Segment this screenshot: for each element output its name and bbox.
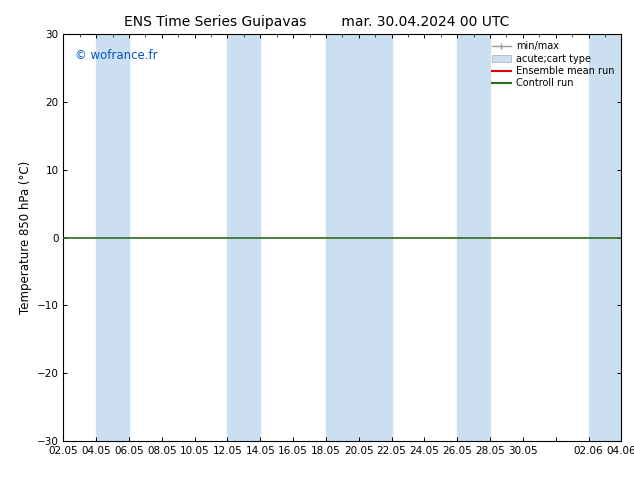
Text: ENS Time Series Guipavas        mar. 30.04.2024 00 UTC: ENS Time Series Guipavas mar. 30.04.2024…	[124, 15, 510, 29]
Bar	[228, 34, 261, 441]
Bar	[588, 34, 621, 441]
Bar	[326, 34, 392, 441]
Y-axis label: Temperature 850 hPa (°C): Temperature 850 hPa (°C)	[20, 161, 32, 314]
Bar	[96, 34, 129, 441]
Legend: min/max, acute;cart type, Ensemble mean run, Controll run: min/max, acute;cart type, Ensemble mean …	[489, 39, 616, 90]
Text: © wofrance.fr: © wofrance.fr	[75, 49, 157, 62]
Bar	[457, 34, 490, 441]
